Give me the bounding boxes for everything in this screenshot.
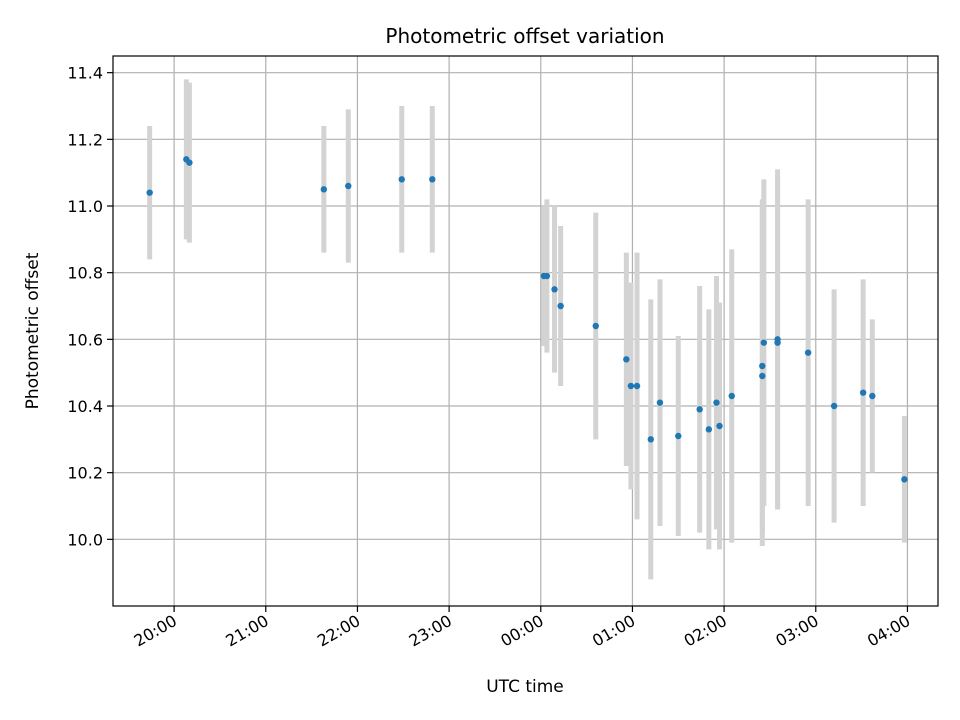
data-point [759,372,766,380]
data-point [543,272,551,280]
data-point [429,176,436,183]
data-point [345,182,352,190]
y-tick-label: 10.8 [67,264,103,283]
data-point [760,339,768,346]
chart-title: Photometric offset variation [385,24,664,48]
y-axis-title: Photometric offset [23,252,43,409]
y-tick-label: 10.6 [67,330,103,349]
data-point [633,382,641,390]
y-tick-label: 11.0 [67,197,103,216]
plot-area [113,56,938,606]
y-tick-label: 10.2 [67,464,103,483]
data-point [675,432,682,440]
data-point [869,392,876,400]
data-point [592,322,599,330]
data-point [627,382,635,390]
data-point [557,302,564,310]
data-point [713,399,720,406]
data-point [656,399,664,406]
data-point [759,362,766,370]
data-point [146,189,153,196]
data-point [728,392,735,400]
y-tick-label: 11.4 [67,64,103,83]
data-point [186,159,193,166]
data-point [705,426,713,433]
data-points [146,156,908,483]
y-tick-label: 10.4 [67,397,103,416]
data-point [696,406,703,413]
data-point [320,186,328,193]
grid [113,56,938,606]
data-point [398,176,405,183]
data-point [830,402,838,410]
data-point [774,336,781,343]
x-axis-title: UTC time [486,677,564,697]
data-point [623,356,630,363]
data-point [804,349,812,356]
data-point [647,436,654,443]
y-tick-label: 10.0 [67,530,103,549]
data-point [859,389,867,396]
plot-frame [112,55,939,607]
data-point [901,476,908,483]
data-point [551,286,558,293]
y-tick-label: 11.2 [67,130,103,149]
data-point [716,422,723,430]
y-axis-ticks: 10.0 10.2 10.4 10.6 10.8 11.0 11.2 11.4 [67,64,113,549]
